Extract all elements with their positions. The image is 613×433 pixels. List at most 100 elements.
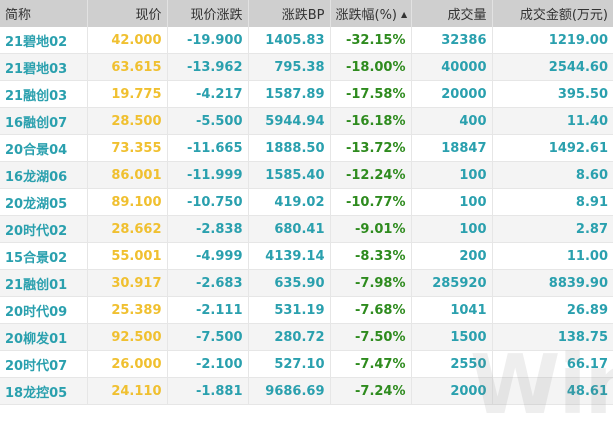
row-change: -1.881 bbox=[167, 377, 249, 405]
row-change-bp: 1587.89 bbox=[248, 80, 331, 108]
row-name[interactable]: 20时代09 bbox=[0, 296, 88, 324]
table-row[interactable]: 16融创07 28.500 -5.500 5944.94 -16.18% 400 11.40 bbox=[0, 107, 613, 135]
table-row[interactable]: 20时代02 28.662 -2.838 680.41 -9.01% 100 2.87 bbox=[0, 215, 613, 243]
table-row[interactable]: 16龙湖06 86.001 -11.999 1585.40 -12.24% 100 8.60 bbox=[0, 161, 613, 189]
header-change-pct[interactable]: 涨跌幅(%) ▲ bbox=[330, 0, 412, 27]
table-row[interactable]: 21融创01 30.917 -2.683 635.90 -7.98% 285920 8839… bbox=[0, 269, 613, 297]
row-volume: 40000 bbox=[411, 53, 493, 81]
row-change-bp: 419.02 bbox=[248, 188, 331, 216]
row-name[interactable]: 21碧地03 bbox=[0, 53, 88, 81]
table-row[interactable]: 20龙湖05 89.100 -10.750 419.02 -10.77% 100 8.91 bbox=[0, 188, 613, 216]
table-row[interactable]: 21碧地03 63.615 -13.962 795.38 -18.00% 40000 254… bbox=[0, 53, 613, 81]
table-row[interactable]: 20时代07 26.000 -2.100 527.10 -7.47% 2550 66.17 bbox=[0, 350, 613, 378]
row-change-pct: -32.15% bbox=[330, 27, 412, 54]
table-row[interactable]: 21融创03 19.775 -4.217 1587.89 -17.58% 20000 395… bbox=[0, 80, 613, 108]
row-amount: 1492.61 bbox=[492, 134, 613, 162]
row-change-bp: 1888.50 bbox=[248, 134, 331, 162]
row-amount: 11.40 bbox=[492, 107, 613, 135]
sort-ascending-icon: ▲ bbox=[401, 10, 408, 19]
row-name[interactable]: 20龙湖05 bbox=[0, 188, 88, 216]
row-price: 42.000 bbox=[87, 27, 168, 54]
table-row[interactable]: 20合景04 73.355 -11.665 1888.50 -13.72% 18847 14… bbox=[0, 134, 613, 162]
row-price: 92.500 bbox=[87, 323, 168, 351]
row-price: 28.500 bbox=[87, 107, 168, 135]
table-row[interactable]: 18龙控05 24.110 -1.881 9686.69 -7.24% 2000 48.61 bbox=[0, 377, 613, 405]
row-volume: 1500 bbox=[411, 323, 493, 351]
row-name[interactable]: 20柳发01 bbox=[0, 323, 88, 351]
row-change: -4.217 bbox=[167, 80, 249, 108]
row-volume: 18847 bbox=[411, 134, 493, 162]
row-volume: 32386 bbox=[411, 27, 493, 54]
row-volume: 2000 bbox=[411, 377, 493, 405]
row-amount: 8.60 bbox=[492, 161, 613, 189]
row-price: 30.917 bbox=[87, 269, 168, 297]
row-name[interactable]: 16龙湖06 bbox=[0, 161, 88, 189]
header-volume[interactable]: 成交量 bbox=[411, 0, 493, 27]
row-amount: 26.89 bbox=[492, 296, 613, 324]
row-amount: 2544.60 bbox=[492, 53, 613, 81]
table-row[interactable]: 15合景02 55.001 -4.999 4139.14 -8.33% 200 11.00 bbox=[0, 242, 613, 270]
row-amount: 138.75 bbox=[492, 323, 613, 351]
row-change-bp: 795.38 bbox=[248, 53, 331, 81]
row-price: 63.615 bbox=[87, 53, 168, 81]
row-change-pct: -7.24% bbox=[330, 377, 412, 405]
row-change-bp: 1405.83 bbox=[248, 27, 331, 54]
row-name[interactable]: 20时代07 bbox=[0, 350, 88, 378]
row-amount: 1219.00 bbox=[492, 27, 613, 54]
row-change-bp: 1585.40 bbox=[248, 161, 331, 189]
row-change-bp: 9686.69 bbox=[248, 377, 331, 405]
row-change-bp: 280.72 bbox=[248, 323, 331, 351]
row-amount: 48.61 bbox=[492, 377, 613, 405]
table-row[interactable]: 20柳发01 92.500 -7.500 280.72 -7.50% 1500 138.75 bbox=[0, 323, 613, 351]
row-amount: 66.17 bbox=[492, 350, 613, 378]
table-row[interactable]: 21碧地02 42.000 -19.900 1405.83 -32.15% 32386 12… bbox=[0, 27, 613, 54]
row-volume: 100 bbox=[411, 161, 493, 189]
header-change[interactable]: 现价涨跌 bbox=[167, 0, 249, 27]
row-change-pct: -9.01% bbox=[330, 215, 412, 243]
bond-quote-table: 简称 现价 现价涨跌 涨跌BP 涨跌幅(%) ▲ 成交量 成交金额(万元) 21碧… bbox=[0, 0, 613, 405]
row-name[interactable]: 20合景04 bbox=[0, 134, 88, 162]
header-change-bp[interactable]: 涨跌BP bbox=[248, 0, 331, 27]
row-change: -11.999 bbox=[167, 161, 249, 189]
row-name[interactable]: 15合景02 bbox=[0, 242, 88, 270]
header-amount[interactable]: 成交金额(万元) bbox=[492, 0, 613, 27]
row-change-pct: -17.58% bbox=[330, 80, 412, 108]
row-name[interactable]: 21融创01 bbox=[0, 269, 88, 297]
row-change-bp: 531.19 bbox=[248, 296, 331, 324]
row-amount: 8.91 bbox=[492, 188, 613, 216]
header-price[interactable]: 现价 bbox=[87, 0, 168, 27]
row-change: -2.111 bbox=[167, 296, 249, 324]
row-change-pct: -18.00% bbox=[330, 53, 412, 81]
row-change: -7.500 bbox=[167, 323, 249, 351]
header-change-pct-label: 涨跌幅(%) bbox=[335, 8, 398, 23]
row-volume: 2550 bbox=[411, 350, 493, 378]
row-change-pct: -7.47% bbox=[330, 350, 412, 378]
row-change-pct: -8.33% bbox=[330, 242, 412, 270]
row-volume: 200 bbox=[411, 242, 493, 270]
row-name[interactable]: 21融创03 bbox=[0, 80, 88, 108]
row-price: 24.110 bbox=[87, 377, 168, 405]
row-volume: 100 bbox=[411, 215, 493, 243]
row-amount: 8839.90 bbox=[492, 269, 613, 297]
row-name[interactable]: 18龙控05 bbox=[0, 377, 88, 405]
row-volume: 400 bbox=[411, 107, 493, 135]
row-change-pct: -13.72% bbox=[330, 134, 412, 162]
row-price: 25.389 bbox=[87, 296, 168, 324]
row-name[interactable]: 21碧地02 bbox=[0, 27, 88, 54]
row-price: 89.100 bbox=[87, 188, 168, 216]
row-change: -2.100 bbox=[167, 350, 249, 378]
row-change-pct: -7.68% bbox=[330, 296, 412, 324]
row-amount: 11.00 bbox=[492, 242, 613, 270]
row-name[interactable]: 20时代02 bbox=[0, 215, 88, 243]
row-change: -2.838 bbox=[167, 215, 249, 243]
row-change-bp: 5944.94 bbox=[248, 107, 331, 135]
header-name[interactable]: 简称 bbox=[0, 0, 88, 27]
row-change-bp: 527.10 bbox=[248, 350, 331, 378]
row-change-pct: -16.18% bbox=[330, 107, 412, 135]
row-change-bp: 4139.14 bbox=[248, 242, 331, 270]
row-change: -13.962 bbox=[167, 53, 249, 81]
row-amount: 395.50 bbox=[492, 80, 613, 108]
table-row[interactable]: 20时代09 25.389 -2.111 531.19 -7.68% 1041 26.89 bbox=[0, 296, 613, 324]
row-name[interactable]: 16融创07 bbox=[0, 107, 88, 135]
row-change-bp: 635.90 bbox=[248, 269, 331, 297]
